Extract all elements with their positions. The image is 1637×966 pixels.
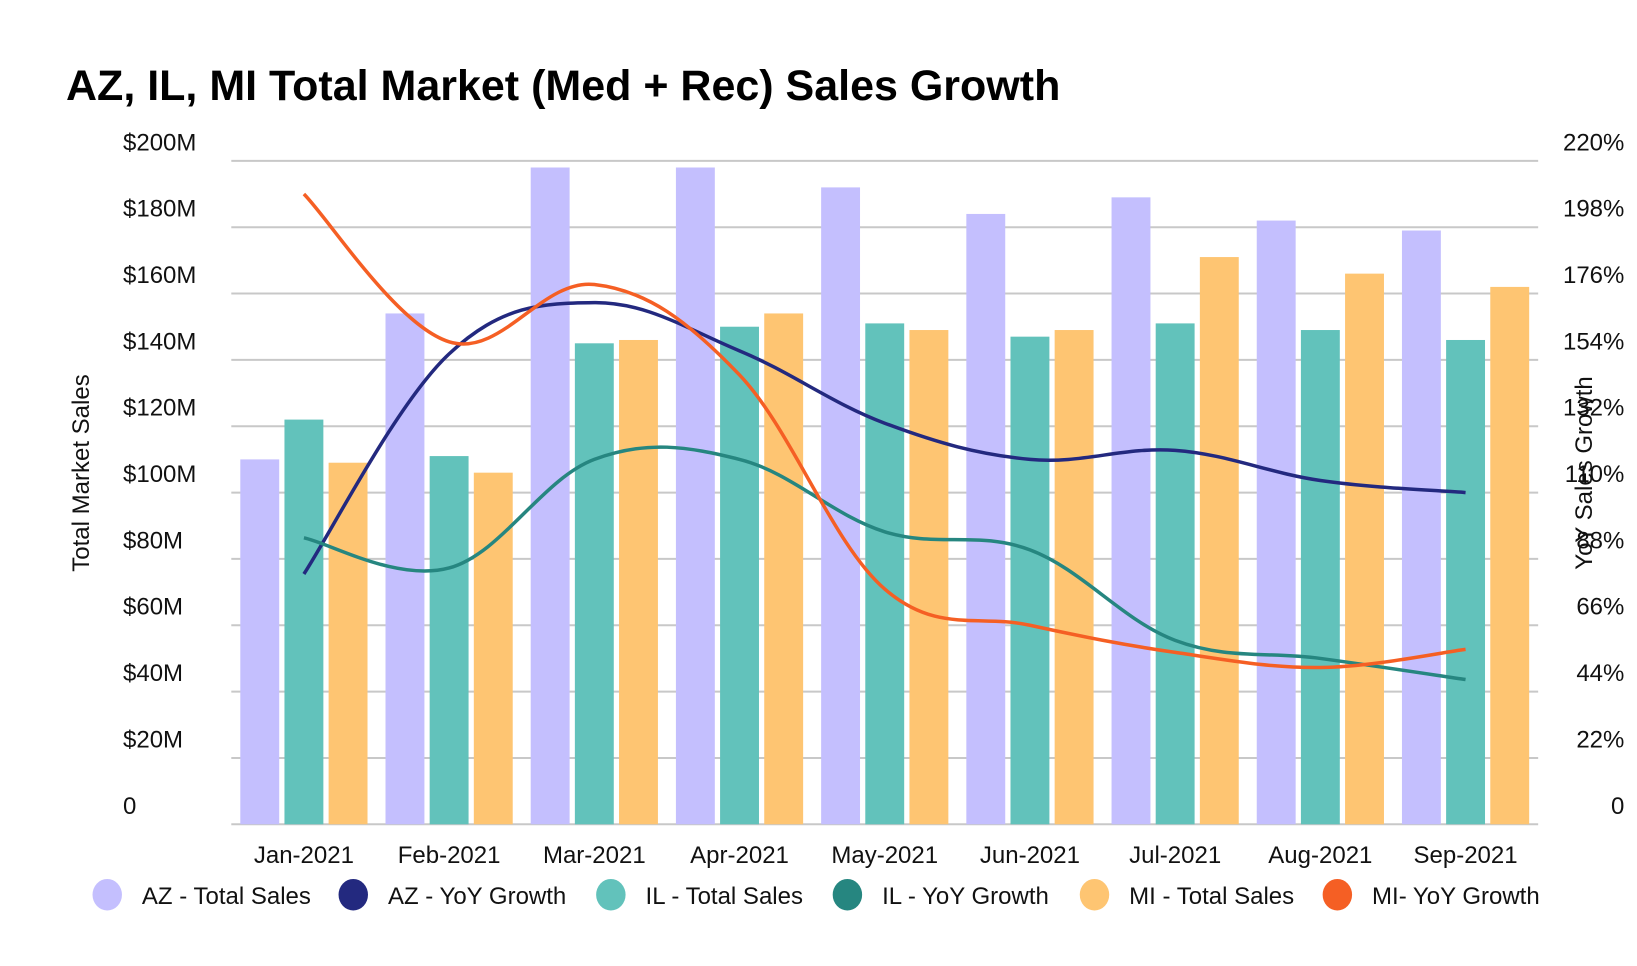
bar <box>675 167 715 825</box>
series-line <box>302 300 1466 575</box>
legend-label: IL - YoY Growth <box>882 883 1049 910</box>
y2-tick-label: 154% <box>1563 328 1624 355</box>
y-tick-label: 0 <box>123 793 136 820</box>
y2-tick-label: 132% <box>1563 395 1624 422</box>
y-axis-left: 0 $20M $40M $60M $80M $100M $120M $140M $160M $18… <box>123 129 196 819</box>
y2-tick-label: 0 <box>1611 793 1624 820</box>
series-line <box>303 445 1466 682</box>
x-tick-label: Apr-2021 <box>690 842 789 869</box>
y2-tick-label: 198% <box>1563 196 1624 223</box>
bar <box>1256 220 1296 825</box>
bar <box>240 459 280 825</box>
legend-label: AZ - Total Sales <box>142 883 311 910</box>
x-tick-label: Sep-2021 <box>1414 842 1518 869</box>
y2-tick-label: 66% <box>1576 594 1624 621</box>
bar <box>966 213 1006 825</box>
bar <box>429 456 469 825</box>
y-tick-label: $180M <box>123 196 196 223</box>
legend: AZ - Total Sales AZ - YoY Growth IL - Tota… <box>92 878 1540 911</box>
bar <box>619 339 658 825</box>
bar <box>909 330 949 825</box>
legend-label: MI - Total Sales <box>1129 883 1294 910</box>
y-tick-label: $20M <box>123 726 183 753</box>
y2-tick-label: 110% <box>1565 461 1625 488</box>
x-tick-label: Jan-2021 <box>254 842 354 869</box>
bar <box>1401 230 1441 825</box>
legend-marker <box>92 878 122 911</box>
bar <box>720 326 759 825</box>
y2-tick-label: 88% <box>1576 527 1624 554</box>
bar <box>473 472 513 825</box>
lines <box>302 192 1466 682</box>
legend-label: IL - Total Sales <box>646 883 803 910</box>
bar <box>764 313 804 825</box>
series-line <box>302 192 1466 670</box>
bar <box>821 187 861 825</box>
y-tick-label: $40M <box>123 660 183 687</box>
x-tick-label: Feb-2021 <box>398 842 501 869</box>
legend-label: MI- YoY Growth <box>1372 883 1540 910</box>
bar <box>1010 336 1050 825</box>
y-tick-label: $200M <box>123 129 196 156</box>
x-tick-label: Jul-2021 <box>1129 842 1221 869</box>
bar <box>284 419 324 825</box>
legend-marker <box>832 878 863 911</box>
x-tick-label: May-2021 <box>831 842 938 869</box>
x-tick-label: Mar-2021 <box>543 842 646 869</box>
legend-marker <box>1079 878 1110 911</box>
bar <box>1054 330 1094 825</box>
y-tick-label: $80M <box>123 527 183 554</box>
bar <box>1446 339 1486 825</box>
bar <box>1490 286 1530 825</box>
y-tick-label: $100M <box>123 461 196 488</box>
bar <box>1155 323 1195 825</box>
bar <box>1300 330 1340 825</box>
y-tick-label: $60M <box>123 594 183 621</box>
bar <box>1111 197 1151 825</box>
x-axis: Jan-2021 Feb-2021 Mar-2021 Apr-2021 May-2021… <box>254 842 1518 869</box>
bar <box>530 167 570 825</box>
y2-tick-label: 44% <box>1576 660 1624 687</box>
legend-marker <box>338 878 368 911</box>
y2-tick-label: 176% <box>1563 262 1624 289</box>
bar <box>574 343 614 825</box>
y2-tick-label: 22% <box>1576 726 1624 753</box>
y-axis-right: 0 22% 44% 66% 88% 110% 132% 154% 176% 198% 220% <box>1563 129 1624 819</box>
bars <box>240 167 1530 825</box>
x-tick-label: Jun-2021 <box>980 842 1080 869</box>
y2-axis-label: YoY Sales Growth <box>1571 376 1598 569</box>
bar <box>328 462 368 825</box>
chart-title: AZ, IL, MI Total Market (Med + Rec) Sale… <box>66 62 1060 110</box>
x-tick-label: Aug-2021 <box>1268 842 1372 869</box>
bar <box>1345 273 1384 825</box>
bar <box>1199 257 1239 825</box>
y-tick-label: $140M <box>123 328 196 355</box>
y2-tick-label: 220% <box>1563 129 1624 156</box>
y-tick-label: $160M <box>123 262 196 289</box>
legend-marker <box>1322 878 1353 911</box>
legend-label: AZ - YoY Growth <box>388 883 566 910</box>
y-tick-label: $120M <box>123 395 196 422</box>
legend-marker <box>596 878 626 911</box>
y-axis-label: Total Market Sales <box>68 374 95 571</box>
